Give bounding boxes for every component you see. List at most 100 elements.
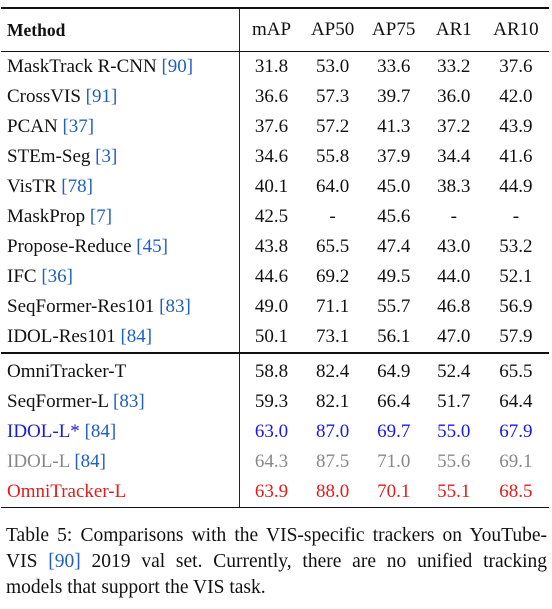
table-row: PCAN [37] 37.6 57.2 41.3 37.2 43.9 <box>1 112 549 142</box>
value-ap75: 45.0 <box>377 176 411 197</box>
table-row: IDOL-Res101 [84] 50.1 73.1 56.1 47.0 57.9 <box>1 322 549 353</box>
value-ar1: 38.3 <box>437 176 471 197</box>
method-cell: STEm-Seg [3] <box>1 142 241 172</box>
value-map: 44.6 <box>254 266 289 287</box>
value-ap75: 70.1 <box>362 477 425 508</box>
method-name: IDOL-Res101 <box>7 326 116 347</box>
method-cell: VisTR [78] <box>1 172 241 202</box>
value-ap50: 65.5 <box>315 236 350 257</box>
method-name: SeqFormer-Res101 <box>7 296 155 317</box>
value-ar1: 47.0 <box>437 326 471 347</box>
value-ar1: 55.0 <box>437 421 471 442</box>
method-cell: SeqFormer-Res101 [83] <box>1 292 241 322</box>
table-header-row: Method mAP AP50 AP75 AR1 AR10 <box>1 7 549 52</box>
value-map: 37.6 <box>254 116 289 137</box>
method-citation: [83] <box>159 296 191 317</box>
value-map: 50.1 <box>254 326 289 347</box>
method-cell: PCAN [37] <box>1 112 241 142</box>
value-ap50: 69.2 <box>315 266 350 287</box>
value-ap75: 33.6 <box>377 56 411 77</box>
method-name: IDOL-L* <box>7 421 80 442</box>
value-ar1: 36.0 <box>437 86 471 107</box>
value-map: 43.8 <box>254 236 289 257</box>
method-citation: [84] <box>120 326 153 347</box>
method-citation: [3] <box>95 146 118 167</box>
value-map: 36.6 <box>254 86 289 107</box>
method-cell: SeqFormer-L [83] <box>1 387 241 417</box>
method-name: OmniTracker-L <box>7 481 127 502</box>
value-ap50: 87.0 <box>315 421 350 442</box>
method-citation: [90] <box>161 56 194 77</box>
method-name: VisTR <box>7 176 57 197</box>
value-ar1: 43.0 <box>437 236 471 257</box>
method-name: IDOL-L <box>7 451 70 472</box>
table-row: Propose-Reduce [45] 43.8 65.5 47.4 43.0 53.2 <box>1 232 549 262</box>
method-citation: [78] <box>61 176 93 197</box>
value-ar10: - <box>512 206 520 227</box>
table-row: VisTR [78] 40.1 64.0 45.0 38.3 44.9 <box>1 172 549 202</box>
method-cell: MaskTrack R-CNN [90] <box>1 51 241 82</box>
value-ap50: - <box>329 206 336 227</box>
value-ap75: 37.9 <box>377 146 411 167</box>
value-map: 58.8 <box>239 352 303 387</box>
table-row: IDOL-L [84] 64.3 87.5 71.0 55.6 69.1 <box>1 447 549 477</box>
value-ar10: 44.9 <box>499 176 533 197</box>
value-ar1: 55.6 <box>437 451 471 472</box>
method-citation: [45] <box>136 236 168 257</box>
value-ap50: 55.8 <box>315 146 350 167</box>
method-cell: OmniTracker-L <box>1 477 241 508</box>
value-ap75: 49.5 <box>377 266 411 287</box>
method-name: IFC <box>7 266 37 287</box>
value-ar10: 64.4 <box>499 391 533 412</box>
method-cell: IDOL-L [84] <box>1 447 241 477</box>
value-ap50: 64.0 <box>315 176 350 197</box>
value-map: 63.9 <box>239 477 303 508</box>
table-row: IFC [36] 44.6 69.2 49.5 44.0 52.1 <box>1 262 549 292</box>
value-ap75: 56.1 <box>377 326 411 347</box>
value-ap50: 53.0 <box>315 56 350 77</box>
value-map: 49.0 <box>254 296 289 317</box>
table-row: OmniTracker-L 63.9 88.0 70.1 55.1 68.5 <box>1 477 549 508</box>
method-cell: Propose-Reduce [45] <box>1 232 241 262</box>
method-name: Propose-Reduce <box>7 236 132 257</box>
method-citation: [37] <box>62 116 95 137</box>
method-name: CrossVIS <box>7 86 81 107</box>
value-ar1: 37.2 <box>437 116 471 137</box>
method-citation: [36] <box>41 266 73 287</box>
caption-citation: [90] <box>48 551 81 572</box>
method-cell: IDOL-Res101 [84] <box>1 322 241 353</box>
method-name: MaskProp <box>7 206 86 227</box>
value-ap75: 64.9 <box>362 352 425 387</box>
value-map: 63.0 <box>254 421 289 442</box>
method-citation: [7] <box>89 206 113 227</box>
method-name: STEm-Seg <box>7 146 91 167</box>
value-ap50: 57.3 <box>315 86 350 107</box>
header-ap50: AP50 <box>302 7 363 52</box>
value-ar10: 56.9 <box>499 296 533 317</box>
table-body: MaskTrack R-CNN [90] 31.8 53.0 33.6 33.2 37.6… <box>1 51 549 508</box>
value-ap50: 82.1 <box>315 391 350 412</box>
header-ar10: AR10 <box>482 7 549 52</box>
table-row: SeqFormer-L [83] 59.3 82.1 66.4 51.7 64.4 <box>1 387 549 417</box>
value-ar1: 52.4 <box>424 352 483 387</box>
value-ar1: 34.4 <box>437 146 471 167</box>
value-ar10: 52.1 <box>499 266 533 287</box>
method-citation: [91] <box>85 86 118 107</box>
value-ar10: 37.6 <box>499 56 533 77</box>
method-cell: CrossVIS [91] <box>1 82 241 112</box>
table-row: OmniTracker-T 58.8 82.4 64.9 52.4 65.5 <box>1 352 549 387</box>
value-ap75: 71.0 <box>377 451 411 472</box>
value-ap75: 66.4 <box>377 391 411 412</box>
value-map: 40.1 <box>254 176 289 197</box>
method-citation: [84] <box>74 451 107 472</box>
value-ap75: 41.3 <box>377 116 411 137</box>
method-citation: [84] <box>84 421 117 442</box>
value-map: 34.6 <box>254 146 289 167</box>
value-ap50: 88.0 <box>302 477 363 508</box>
value-ar10: 43.9 <box>499 116 533 137</box>
table-row: MaskTrack R-CNN [90] 31.8 53.0 33.6 33.2 37.6 <box>1 51 549 82</box>
method-citation: [83] <box>113 391 145 412</box>
header-ar1: AR1 <box>424 7 483 52</box>
table-row: SeqFormer-Res101 [83] 49.0 71.1 55.7 46.8 56.… <box>1 292 549 322</box>
value-ap50: 87.5 <box>315 451 350 472</box>
